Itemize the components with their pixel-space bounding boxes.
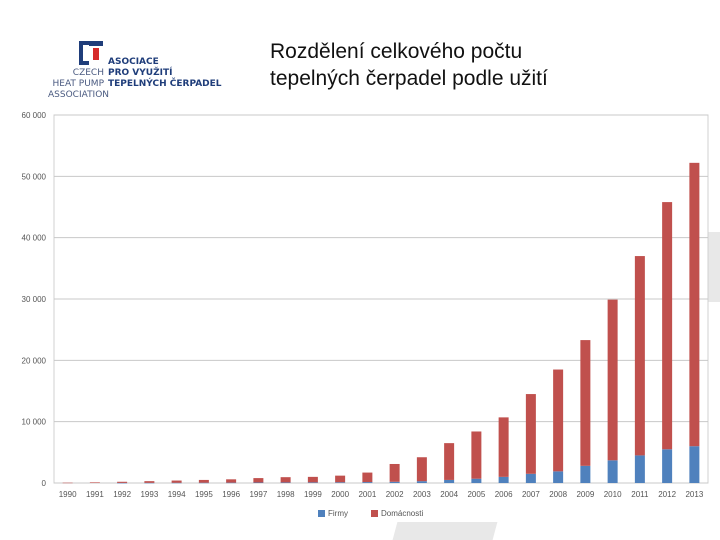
bar-domacnosti xyxy=(362,472,373,483)
x-tick-label: 1990 xyxy=(59,490,77,499)
legend-label: Domácnosti xyxy=(381,509,423,518)
x-tick-label: 1999 xyxy=(304,490,322,499)
bar-domacnosti xyxy=(689,162,700,447)
x-tick-label: 1998 xyxy=(277,490,295,499)
y-tick-label: 30 000 xyxy=(22,295,47,304)
y-tick-label: 0 xyxy=(42,479,47,488)
bar-domacnosti xyxy=(389,463,400,482)
bar-firmy xyxy=(416,481,427,483)
y-tick-label: 50 000 xyxy=(22,172,47,181)
bar-domacnosti xyxy=(253,478,264,483)
bar-firmy xyxy=(525,473,536,483)
decorative-shape-right xyxy=(708,232,720,302)
x-tick-label: 1997 xyxy=(249,490,267,499)
x-tick-label: 2008 xyxy=(549,490,567,499)
bar-domacnosti xyxy=(580,340,591,466)
bar-domacnosti xyxy=(117,481,128,483)
x-tick-label: 1993 xyxy=(140,490,158,499)
x-tick-label: 2009 xyxy=(576,490,594,499)
bar-firmy xyxy=(362,482,373,483)
x-tick-label: 1994 xyxy=(168,490,186,499)
bar-firmy xyxy=(226,482,237,484)
x-tick-label: 2006 xyxy=(495,490,513,499)
bar-firmy xyxy=(607,460,618,483)
bar-firmy xyxy=(471,478,482,483)
y-tick-label: 40 000 xyxy=(22,234,47,243)
bar-firmy xyxy=(198,482,209,484)
x-tick-label: 1996 xyxy=(222,490,240,499)
bar-domacnosti xyxy=(416,457,427,482)
y-tick-label: 60 000 xyxy=(22,111,47,120)
bar-firmy xyxy=(444,479,455,483)
bar-domacnosti xyxy=(226,479,237,483)
bar-domacnosti xyxy=(498,417,509,477)
bar-domacnosti xyxy=(89,482,100,483)
bar-domacnosti xyxy=(553,369,564,472)
bar-domacnosti xyxy=(307,476,318,483)
bar-firmy xyxy=(689,446,700,483)
bar-domacnosti xyxy=(662,202,673,450)
legend-label: Firmy xyxy=(328,509,348,518)
bar-domacnosti xyxy=(280,477,291,483)
bar-firmy xyxy=(335,482,346,483)
bar-domacnosti xyxy=(144,481,155,483)
association-logo: CZECH HEAT PUMP ASSOCIATION ASOCIACE PRO… xyxy=(44,38,244,108)
page-title: Rozdělení celkového počtu tepelných čerp… xyxy=(270,40,548,90)
logo-left-text: CZECH HEAT PUMP ASSOCIATION xyxy=(48,68,110,100)
bar-firmy xyxy=(580,465,591,483)
bar-domacnosti xyxy=(525,394,536,474)
bar-firmy xyxy=(253,482,264,484)
x-tick-label: 1995 xyxy=(195,490,213,499)
x-tick-label: 2010 xyxy=(604,490,622,499)
bar-domacnosti xyxy=(444,443,455,480)
x-tick-label: 2000 xyxy=(331,490,349,499)
bar-firmy xyxy=(117,482,128,484)
bar-firmy xyxy=(171,482,182,484)
bar-firmy xyxy=(662,449,673,483)
bar-domacnosti xyxy=(471,431,482,479)
legend-swatch xyxy=(371,510,378,517)
bar-domacnosti xyxy=(607,299,618,461)
x-tick-label: 2013 xyxy=(685,490,703,499)
bar-domacnosti xyxy=(335,475,346,483)
bar-firmy xyxy=(307,482,318,483)
bar-domacnosti xyxy=(634,256,645,456)
legend-swatch xyxy=(318,510,325,517)
y-tick-label: 10 000 xyxy=(22,418,47,427)
bar-domacnosti xyxy=(198,479,209,483)
x-tick-label: 2007 xyxy=(522,490,540,499)
logo-icon xyxy=(79,41,103,65)
x-tick-label: 1992 xyxy=(113,490,131,499)
bar-firmy xyxy=(280,482,291,483)
y-tick-label: 20 000 xyxy=(22,356,47,365)
x-tick-label: 2011 xyxy=(631,490,649,499)
logo-right-text: ASOCIACE PRO VYUŽITÍ TEPELNÝCH ČERPADEL xyxy=(108,57,222,89)
bar-domacnosti xyxy=(62,482,73,484)
bar-firmy xyxy=(553,471,564,483)
x-tick-label: 2001 xyxy=(358,490,376,499)
bar-firmy xyxy=(389,481,400,483)
x-tick-label: 2005 xyxy=(467,490,485,499)
bar-firmy xyxy=(498,476,509,483)
x-tick-label: 2003 xyxy=(413,490,431,499)
x-tick-label: 1991 xyxy=(86,490,104,499)
x-tick-label: 2012 xyxy=(658,490,676,499)
bar-firmy xyxy=(634,455,645,483)
x-tick-label: 2004 xyxy=(440,490,458,499)
bar-firmy xyxy=(144,482,155,484)
bar-domacnosti xyxy=(171,480,182,483)
x-tick-label: 2002 xyxy=(386,490,404,499)
